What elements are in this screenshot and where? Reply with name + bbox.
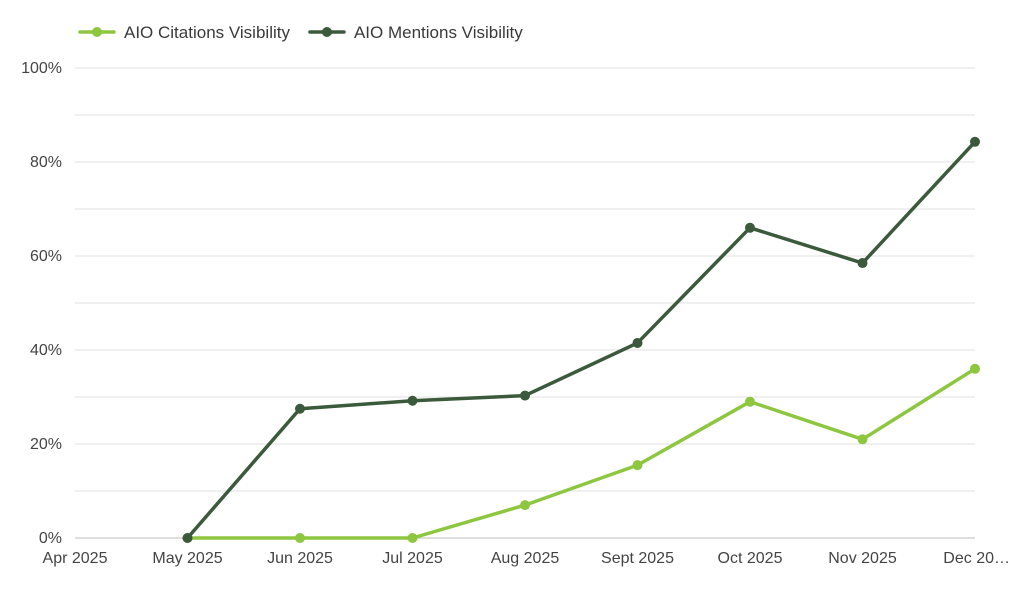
y-tick-label: 40%	[30, 342, 62, 359]
data-point[interactable]	[857, 434, 868, 445]
data-point[interactable]	[857, 258, 868, 269]
data-point[interactable]	[745, 222, 755, 233]
legend-swatch-marker	[321, 27, 332, 37]
data-point[interactable]	[745, 396, 755, 407]
x-tick-label: Jun 2025	[267, 550, 333, 567]
data-point[interactable]	[407, 395, 418, 406]
data-point[interactable]	[295, 533, 305, 543]
x-tick-label: Apr 2025	[43, 550, 108, 567]
x-axis: Apr 2025 May 2025 Jun 2025 Jul 2025 Aug 2025…	[43, 550, 1010, 567]
data-point[interactable]	[632, 460, 643, 471]
data-point[interactable]	[407, 533, 418, 543]
legend-label: AIO Citations Visibility	[124, 23, 290, 42]
data-point[interactable]	[520, 500, 530, 511]
x-tick-label: Jul 2025	[382, 550, 443, 567]
data-point[interactable]	[970, 363, 980, 374]
legend[interactable]: AIO Citations Visibility AIO Mentions Vis…	[78, 23, 523, 42]
y-tick-label: 80%	[30, 154, 62, 171]
x-tick-label: Aug 2025	[491, 550, 560, 567]
series-line	[185, 367, 977, 540]
data-point[interactable]	[295, 403, 305, 414]
y-tick-label: 0%	[39, 530, 62, 547]
y-tick-label: 20%	[30, 436, 62, 453]
data-point[interactable]	[182, 533, 193, 543]
data-point[interactable]	[632, 337, 643, 348]
x-tick-label: Nov 2025	[828, 550, 897, 567]
x-tick-label: Dec 20…	[943, 550, 1010, 567]
y-tick-label: 60%	[30, 248, 62, 265]
data-point[interactable]	[520, 390, 530, 401]
y-axis: 0% 20% 40% 60% 80% 100%	[21, 60, 62, 547]
y-tick-label: 100%	[21, 60, 62, 77]
x-tick-label: Oct 2025	[718, 550, 783, 567]
series-line	[185, 140, 977, 540]
series-layer	[182, 136, 980, 543]
x-tick-label: May 2025	[152, 550, 222, 567]
legend-item-citations[interactable]: AIO Citations Visibility	[78, 23, 290, 42]
legend-label: AIO Mentions Visibility	[354, 23, 523, 42]
data-point[interactable]	[970, 136, 980, 147]
legend-swatch-marker	[92, 27, 102, 37]
grid-layer	[75, 67, 975, 539]
legend-item-mentions[interactable]: AIO Mentions Visibility	[308, 23, 523, 42]
x-tick-label: Sept 2025	[601, 550, 674, 567]
series-mentions	[182, 136, 980, 543]
series-citations	[182, 363, 980, 543]
